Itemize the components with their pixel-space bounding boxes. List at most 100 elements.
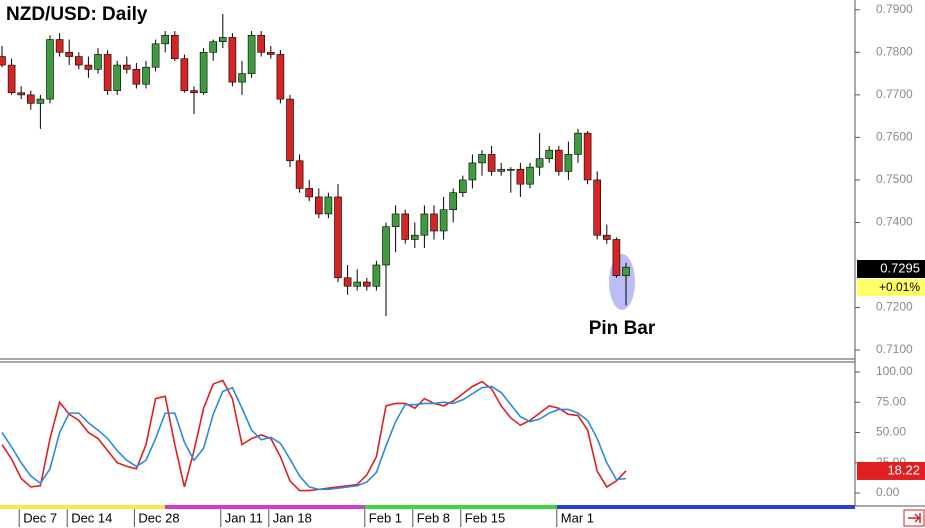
scroll-icon (908, 513, 921, 523)
x-tick-label: Jan 11 (225, 510, 263, 525)
candle-body (382, 226, 390, 266)
x-tick-label: Dec 7 (23, 510, 57, 525)
candle-body (410, 234, 419, 240)
candle-body (478, 154, 486, 164)
candle-body (391, 213, 400, 228)
candle-body (55, 39, 64, 53)
candle-body (199, 52, 208, 94)
candle-body (430, 213, 438, 232)
candle-body (305, 188, 314, 198)
y-tick-label: 0.7600 (876, 130, 913, 144)
candle-body (353, 281, 362, 287)
candle-body (7, 64, 16, 94)
candle-body (622, 266, 630, 276)
candle-body (46, 39, 54, 100)
y-tick-label: 0.7800 (876, 44, 913, 58)
indicator-label: 18.22 (887, 462, 920, 477)
y-tick-label: 0.7500 (876, 172, 913, 186)
candle-body (583, 132, 592, 181)
session-strip (557, 505, 855, 509)
candle-body (362, 281, 371, 287)
chart-title: NZD/USD: Daily (6, 4, 148, 25)
candle-body (276, 54, 285, 100)
y-tick-label: 0.00 (876, 485, 900, 499)
candle-body (161, 35, 169, 45)
candle-body (26, 94, 35, 104)
y-tick-label: 0.7700 (876, 87, 913, 101)
candle-body (468, 162, 477, 181)
x-tick-label: Feb 8 (417, 510, 450, 525)
candle-body (209, 41, 217, 53)
candle-body (401, 213, 410, 240)
x-tick-label: Dec 14 (71, 510, 112, 525)
x-tick-label: Dec 28 (138, 510, 179, 525)
y-tick-label: 0.7100 (876, 342, 913, 356)
candle-body (36, 98, 45, 104)
indicator-line (1, 379, 627, 492)
candle-body (516, 168, 525, 185)
candle-body (123, 64, 131, 70)
last-price-label: 0.7295 (880, 260, 920, 275)
session-strip (0, 505, 165, 509)
candle-body (219, 37, 227, 42)
candle-body (458, 179, 467, 193)
candle-body (180, 58, 189, 91)
candle-body (113, 64, 121, 91)
y-tick-label: 75.00 (876, 394, 906, 408)
candle-body (286, 98, 294, 162)
candle-body (238, 73, 246, 83)
candle-body (94, 54, 102, 70)
candle-body (602, 234, 611, 240)
candle-body (420, 213, 429, 236)
candle-body (497, 168, 506, 172)
candle-body (324, 196, 333, 215)
price-label-box (857, 260, 925, 278)
change-label: +0.01% (879, 280, 920, 294)
candle-body (449, 192, 458, 211)
candle-body (151, 43, 160, 68)
candle-body (545, 149, 554, 159)
candle-body (593, 179, 602, 236)
candle-body (439, 209, 448, 232)
candle-body (257, 35, 266, 53)
candle-body (295, 160, 304, 189)
candle-body (564, 154, 573, 172)
annotation: Pin Bar (589, 318, 656, 339)
y-tick-label: 0.7400 (876, 215, 913, 229)
session-strip (165, 505, 365, 509)
candle-body (103, 54, 112, 91)
x-tick-label: Feb 1 (369, 510, 402, 525)
candle-body (17, 92, 26, 96)
x-tick-label: Mar 1 (561, 510, 594, 525)
candle-body (142, 66, 150, 85)
candle-body (506, 168, 515, 171)
indicator-label-box (857, 461, 925, 480)
candle-body (535, 158, 544, 168)
candle-body (487, 154, 496, 172)
x-tick-label: Jan 18 (273, 510, 312, 525)
y-tick-label: 0.7200 (876, 300, 913, 314)
candle-body (171, 35, 179, 59)
y-tick-label: 100.00 (876, 364, 913, 378)
candle-body (132, 69, 141, 85)
candle-body (554, 149, 563, 172)
title-box (0, 0, 185, 30)
candle-body (314, 196, 323, 215)
candle-body (266, 52, 275, 55)
candle-body (0, 56, 6, 66)
candle-body (75, 56, 83, 66)
candle-body (526, 166, 534, 185)
candle-body (372, 264, 381, 287)
candle-body (65, 52, 73, 57)
indicator-line (1, 385, 627, 491)
candle-body (574, 132, 582, 155)
x-tick-label: Feb 15 (465, 510, 505, 525)
candle-body (334, 196, 342, 279)
candle-body (228, 37, 237, 83)
candle-body (247, 35, 256, 74)
y-tick-label: 50.00 (876, 425, 906, 439)
candle-body (343, 277, 352, 287)
